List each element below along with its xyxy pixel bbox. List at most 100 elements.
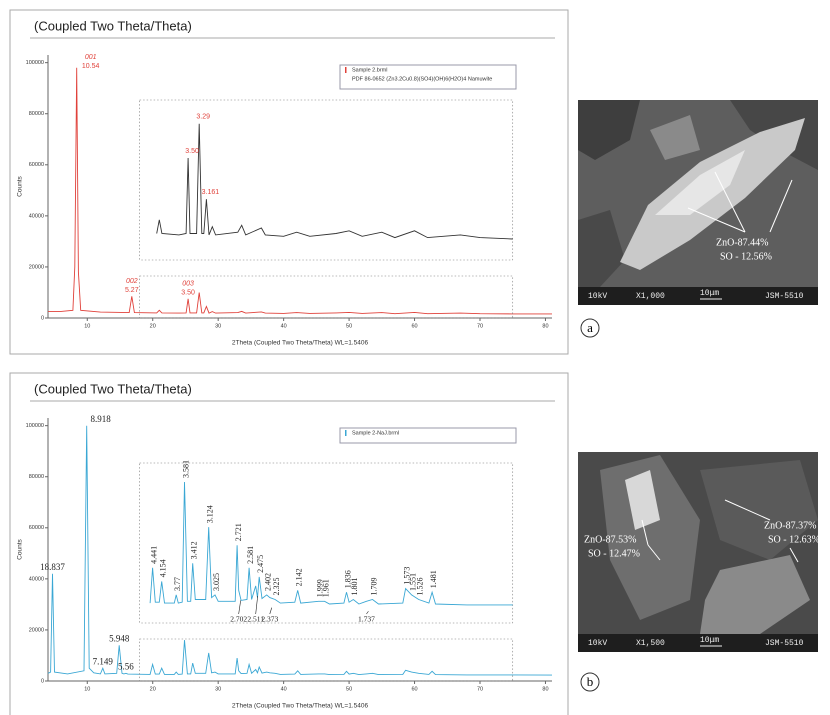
inset-peak-label: 3.581 <box>181 460 190 478</box>
inset-peak-label: 2.373 <box>261 615 278 624</box>
sem-image-b: ZnO-87.53% SO - 12.47% ZnO-87.37% SO - 1… <box>578 452 820 652</box>
x-axis-label: 2Theta (Coupled Two Theta/Theta) WL=1.54… <box>232 340 369 347</box>
legend-label: Sample 2-NaJ.brml <box>352 430 399 436</box>
x-tick-label: 60 <box>411 323 417 329</box>
label-arrow <box>366 611 368 614</box>
legend-reference: PDF 86-0652 (Zn3.2Cu0.8)(SO4)(OH)6(H2O)4… <box>352 76 492 82</box>
y-tick-label: 60000 <box>29 162 44 168</box>
x-tick-label: 30 <box>215 323 221 329</box>
inset-peak-label: 3.124 <box>206 505 215 523</box>
inset-pattern-line <box>157 124 513 239</box>
y-axis-label: Counts <box>17 175 24 196</box>
inset-box <box>140 100 513 260</box>
x-tick-label: 80 <box>542 686 548 692</box>
label-arrow <box>270 608 272 614</box>
y-tick-label: 20000 <box>29 627 44 633</box>
x-tick-label: 70 <box>477 686 483 692</box>
figure: ZnO-87.44% SO - 12.56% 10kV X1,000 10μm … <box>0 0 830 715</box>
peak-label: 002 <box>126 278 138 285</box>
chart-panel <box>10 10 568 354</box>
annotation: ZnO-87.53% <box>584 534 637 545</box>
annotation: ZnO-87.44% <box>716 237 769 248</box>
inset-pattern-line <box>150 482 513 605</box>
annotation: SO - 12.63% <box>768 534 820 545</box>
chart-title: (Coupled Two Theta/Theta) <box>34 18 192 33</box>
inset-peak-label: 3.50 <box>185 148 199 155</box>
footer-text: 10kV <box>588 639 607 648</box>
inset-peak-label: 3.161 <box>202 189 220 196</box>
y-tick-label: 40000 <box>29 576 44 582</box>
y-axis-label: Counts <box>17 538 24 559</box>
annotation: SO - 12.56% <box>720 251 772 262</box>
sem-image-a: ZnO-87.44% SO - 12.56% 10kV X1,000 10μm … <box>578 100 818 305</box>
footer-text: 10μm <box>700 636 719 645</box>
y-tick-label: 100000 <box>26 60 44 66</box>
x-tick-label: 40 <box>281 323 287 329</box>
peak-label: 5.56 <box>118 661 134 671</box>
peak-label: 5.948 <box>109 633 130 643</box>
peak-label: 8.918 <box>91 414 112 424</box>
x-tick-label: 50 <box>346 686 352 692</box>
peak-label: 003 <box>182 281 194 288</box>
peak-label: 10.54 <box>82 63 100 70</box>
x-tick-label: 60 <box>411 686 417 692</box>
panel-label: b <box>587 674 594 689</box>
inset-peak-label: 2.581 <box>246 546 255 564</box>
y-tick-label: 80000 <box>29 474 44 480</box>
y-tick-label: 40000 <box>29 213 44 219</box>
x-tick-label: 10 <box>84 686 90 692</box>
inset-peak-label: 1.961 <box>321 579 330 597</box>
peak-label: 5.27 <box>125 287 139 294</box>
y-tick-label: 20000 <box>29 264 44 270</box>
y-tick-label: 0 <box>41 678 44 684</box>
label-arrow <box>239 600 241 614</box>
y-tick-label: 60000 <box>29 525 44 531</box>
inset-peak-label: 1.709 <box>369 577 378 595</box>
x-tick-label: 20 <box>150 323 156 329</box>
x-tick-label: 20 <box>150 686 156 692</box>
annotation: ZnO-87.37% <box>764 520 817 531</box>
footer-text: JSM-5510 <box>765 639 804 648</box>
peak-label: 18.837 <box>40 562 65 572</box>
inset-peak-label: 1.737 <box>358 615 375 624</box>
footer-text: 10kV <box>588 292 607 301</box>
inset-peak-label: 4.441 <box>149 546 158 564</box>
inset-peak-label: 1.481 <box>429 570 438 588</box>
footer-text: X1,000 <box>636 292 665 301</box>
legend-label: Sample 2.brml <box>352 67 387 73</box>
x-tick-label: 50 <box>346 323 352 329</box>
annotation: SO - 12.47% <box>588 548 640 559</box>
inset-peak-label: 2.702 <box>230 615 247 624</box>
inset-peak-label: 4.154 <box>159 559 168 577</box>
x-axis-label: 2Theta (Coupled Two Theta/Theta) WL=1.54… <box>232 703 369 710</box>
inset-peak-label: 1.801 <box>350 577 359 595</box>
chart-title: (Coupled Two Theta/Theta) <box>34 381 192 396</box>
inset-peak-label: 2.325 <box>272 577 281 595</box>
y-tick-label: 100000 <box>26 423 44 429</box>
y-tick-label: 0 <box>41 315 44 321</box>
inset-peak-label: 3.025 <box>212 573 221 591</box>
inset-peak-label: 3.412 <box>189 541 198 559</box>
peak-label: 7.149 <box>93 656 114 666</box>
panel-label: a <box>587 320 593 335</box>
zoom-region <box>140 276 513 318</box>
footer-text: 10μm <box>700 289 719 298</box>
legend-marker <box>345 430 347 436</box>
inset-peak-label: 3.77 <box>173 577 182 591</box>
y-tick-label: 80000 <box>29 111 44 117</box>
inset-peak-label: 2.475 <box>256 555 265 573</box>
peak-label: 3.50 <box>181 290 195 297</box>
x-tick-label: 10 <box>84 323 90 329</box>
inset-peak-label: 2.721 <box>234 523 243 541</box>
inset-peak-label: 1.526 <box>415 577 424 595</box>
x-tick-label: 40 <box>281 686 287 692</box>
peak-label: 001 <box>85 54 97 61</box>
x-tick-label: 70 <box>477 323 483 329</box>
inset-peak-label: 2.142 <box>295 568 304 586</box>
pattern-line <box>48 68 552 314</box>
inset-peak-label: 3.29 <box>196 114 210 121</box>
legend-marker <box>345 67 347 73</box>
x-tick-label: 30 <box>215 686 221 692</box>
footer-text: X1,500 <box>636 639 665 648</box>
x-tick-label: 80 <box>542 323 548 329</box>
